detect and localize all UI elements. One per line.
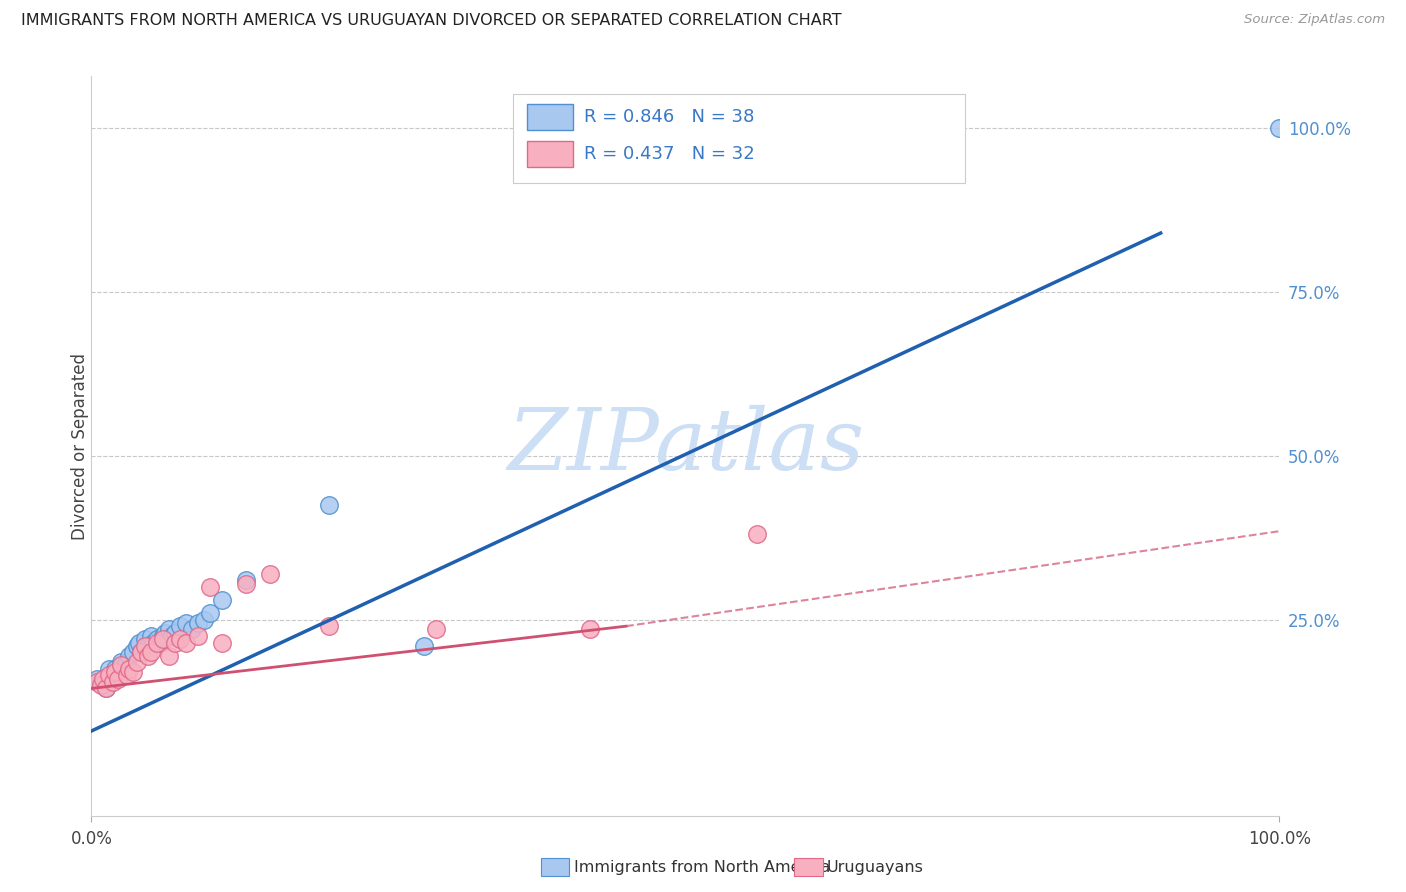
- Point: [187, 629, 209, 643]
- Point: [138, 648, 160, 663]
- Point: [152, 629, 174, 643]
- Point: [193, 613, 215, 627]
- Point: [169, 632, 191, 647]
- Point: [86, 672, 108, 686]
- Point: [134, 639, 156, 653]
- FancyBboxPatch shape: [527, 104, 572, 130]
- Point: [115, 655, 138, 669]
- Text: IMMIGRANTS FROM NORTH AMERICA VS URUGUAYAN DIVORCED OR SEPARATED CORRELATION CHA: IMMIGRANTS FROM NORTH AMERICA VS URUGUAY…: [21, 13, 842, 29]
- Point: [94, 681, 117, 696]
- Point: [1268, 121, 1291, 136]
- Point: [101, 668, 124, 682]
- Point: [104, 662, 127, 676]
- Point: [187, 615, 209, 630]
- Point: [142, 635, 165, 649]
- Point: [579, 623, 602, 637]
- Point: [425, 623, 447, 637]
- Point: [129, 645, 152, 659]
- Point: [211, 635, 233, 649]
- Point: [110, 658, 132, 673]
- Point: [122, 665, 145, 679]
- Point: [176, 615, 198, 630]
- Point: [115, 668, 138, 682]
- Point: [318, 619, 340, 633]
- Point: [104, 665, 127, 679]
- Point: [101, 674, 124, 689]
- Point: [200, 606, 222, 620]
- Point: [145, 635, 167, 649]
- Point: [107, 665, 129, 679]
- Point: [149, 635, 172, 649]
- Point: [169, 619, 191, 633]
- Text: Source: ZipAtlas.com: Source: ZipAtlas.com: [1244, 13, 1385, 27]
- Text: R = 0.437   N = 32: R = 0.437 N = 32: [585, 145, 755, 162]
- Point: [129, 645, 152, 659]
- Point: [134, 632, 156, 647]
- Point: [98, 668, 121, 682]
- Point: [157, 623, 180, 637]
- Point: [152, 632, 174, 647]
- Point: [211, 593, 233, 607]
- Point: [98, 662, 121, 676]
- Point: [745, 527, 768, 541]
- Point: [181, 623, 204, 637]
- Text: Uruguayans: Uruguayans: [827, 860, 924, 874]
- Point: [86, 674, 108, 689]
- Point: [107, 672, 129, 686]
- Point: [157, 648, 180, 663]
- Point: [235, 574, 257, 588]
- Point: [139, 645, 162, 659]
- Point: [413, 639, 436, 653]
- Point: [318, 498, 340, 512]
- Point: [91, 678, 114, 692]
- Bar: [513, 95, 965, 183]
- Point: [138, 639, 160, 653]
- Point: [90, 674, 112, 689]
- Point: [176, 635, 198, 649]
- Point: [114, 658, 136, 673]
- Point: [160, 629, 183, 643]
- Point: [163, 625, 186, 640]
- Text: ZIPatlas: ZIPatlas: [506, 405, 865, 487]
- Point: [145, 632, 167, 647]
- Point: [128, 635, 150, 649]
- Point: [235, 576, 257, 591]
- Point: [110, 655, 132, 669]
- Point: [94, 681, 117, 696]
- Point: [125, 655, 148, 669]
- FancyBboxPatch shape: [527, 141, 572, 167]
- Point: [259, 566, 281, 581]
- Text: Immigrants from North America: Immigrants from North America: [574, 860, 830, 874]
- Text: R = 0.846   N = 38: R = 0.846 N = 38: [585, 108, 755, 126]
- Point: [118, 648, 141, 663]
- Point: [200, 580, 222, 594]
- Point: [118, 662, 141, 676]
- Point: [122, 645, 145, 659]
- Y-axis label: Divorced or Separated: Divorced or Separated: [72, 352, 89, 540]
- Point: [91, 672, 114, 686]
- Point: [163, 635, 186, 649]
- Point: [125, 639, 148, 653]
- Point: [90, 678, 112, 692]
- Point: [139, 629, 162, 643]
- Point: [153, 625, 176, 640]
